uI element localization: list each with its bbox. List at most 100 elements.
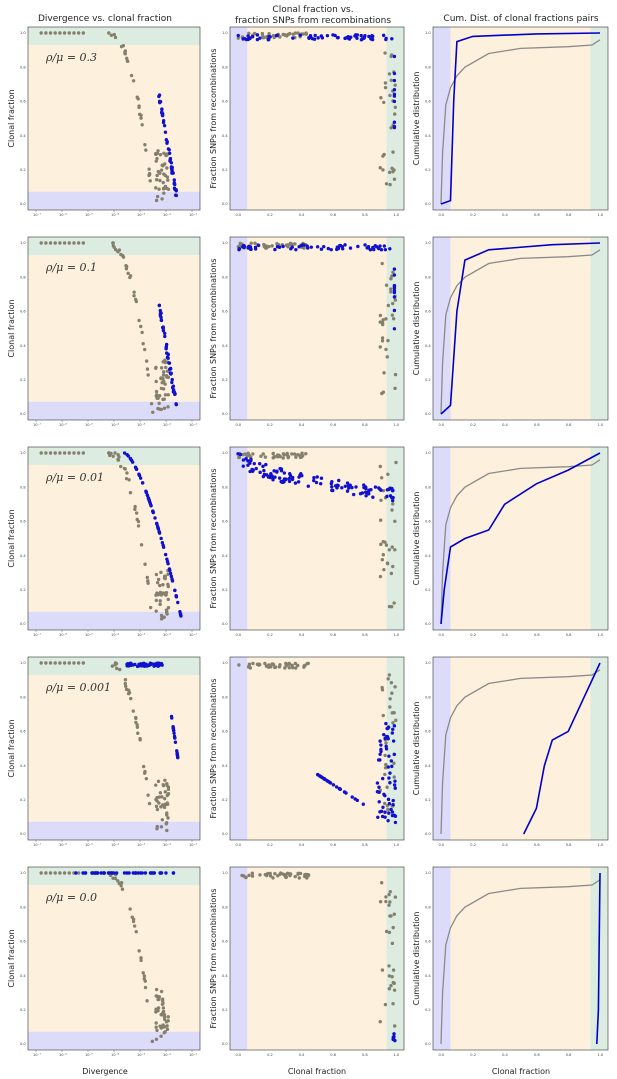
data-point [155,156,159,161]
data-point [154,572,159,577]
data-point [72,451,76,455]
band-green [386,27,404,210]
data-point [389,287,393,291]
data-point [284,243,289,247]
y-tick-label: 0.8 [20,275,26,279]
y-tick-label: 0.6 [20,100,26,104]
y-tick-label: 0.0 [425,412,431,416]
data-point [378,320,382,324]
data-point [247,31,251,36]
y-tick-label: 0.0 [222,1042,228,1046]
data-point [135,517,139,522]
x-tick-label: 0.4 [299,633,305,637]
data-point [293,481,298,485]
data-point [44,241,48,245]
data-point [393,1038,397,1043]
data-point [386,818,390,823]
cdf-blue-line [440,32,601,205]
band-orange [28,255,200,402]
data-point [387,754,391,758]
x-tick-label: 10⁻⁵ [85,1053,93,1057]
data-point [62,451,67,455]
data-point [387,487,391,492]
data-point [169,714,174,719]
data-point [48,31,53,35]
x-tick-label: 0.0 [439,213,445,217]
data-point [391,502,395,506]
data-point [392,54,397,59]
x-tick-label: 0.0 [439,633,445,637]
data-point [156,592,161,597]
data-point [294,247,298,252]
data-point [160,113,165,118]
data-point [136,97,140,101]
data-point [157,303,161,308]
y-tick-label: 0.0 [20,622,26,626]
data-point [74,871,78,875]
data-point [297,245,301,249]
data-point [371,247,376,251]
data-point [350,485,354,490]
data-point [386,677,390,681]
data-point [297,876,301,880]
data-point [133,662,137,667]
data-point [76,661,81,665]
y-tick-label: 0.2 [425,1008,431,1012]
data-point [382,152,386,157]
x-tick-label: 10⁻³ [137,423,145,427]
band-orange [28,45,200,192]
data-point [287,479,292,484]
data-point [160,1002,165,1006]
data-point [391,925,395,930]
data-point [287,661,291,666]
data-point [392,1032,396,1036]
data-point [379,809,384,814]
data-point [159,168,164,172]
y-tick-label: 0.6 [222,100,228,104]
data-point [381,33,386,38]
data-point [384,543,389,547]
x-tick-label: 10⁻⁴ [111,423,119,427]
data-point [83,871,88,875]
data-point [155,522,159,526]
data-point [387,673,392,677]
y-tick-label: 0.4 [425,974,431,978]
data-point [379,498,383,502]
x-tick-label: 10⁻⁵ [85,633,93,637]
y-tick-label: 1.0 [425,871,431,875]
data-point [294,666,298,670]
x-tick-label: 1.0 [394,1053,400,1057]
x-tick-label: 10⁻⁷ [33,1053,41,1057]
data-point [154,198,159,203]
data-point [122,466,127,471]
data-point [378,313,383,318]
data-point [383,1002,388,1007]
rho-mu-label: ρ/μ = 0.1 [45,261,97,274]
data-point [268,874,273,878]
data-point [343,484,347,488]
y-axis-label: Fraction SNPs from recombinations [209,889,218,1029]
data-point [144,489,148,493]
data-point [154,186,158,190]
band-green [590,27,608,210]
data-point [129,73,134,78]
x-tick-label: 0.0 [439,423,445,427]
data-point [165,186,169,191]
data-point [53,661,57,665]
band-blue [433,27,451,210]
y-tick-label: 0.4 [20,974,26,978]
x-tick-label: 0.6 [330,1053,336,1057]
data-point [154,609,158,613]
data-point [388,697,392,701]
data-point [379,881,384,885]
data-point [392,92,397,97]
panel-r5-c2: 0.0 0.2 0.4 0.6 0.8 1.0 0.0 0.2 0.4 0.6 0.8 1.0 Frac… [209,866,405,1057]
data-point [179,614,183,618]
x-tick-label: 10⁻² [163,423,171,427]
data-point [335,35,340,40]
y-tick-label: 0.2 [20,588,26,592]
data-point [143,985,148,990]
data-point [128,490,133,495]
data-point [90,871,95,875]
panel-r2-c2: 0.0 0.2 0.4 0.6 0.8 1.0 0.0 0.2 0.4 0.6 0.8 1.0 Frac… [209,236,405,427]
